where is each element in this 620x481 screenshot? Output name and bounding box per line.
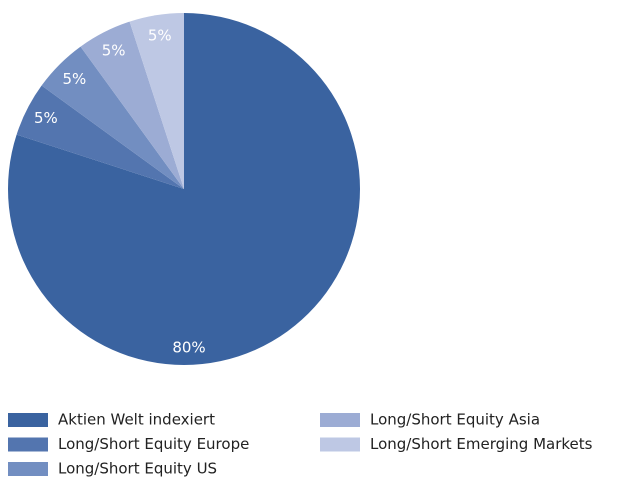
legend-swatch bbox=[320, 413, 360, 427]
data-label: 80% bbox=[172, 338, 205, 356]
pie-slice bbox=[80, 21, 184, 189]
legend-swatch bbox=[8, 462, 48, 476]
legend-swatch bbox=[8, 413, 48, 427]
data-label: 5% bbox=[34, 109, 58, 127]
pie-slice bbox=[129, 13, 184, 189]
legend-label: Long/Short Emerging Markets bbox=[370, 435, 593, 453]
pie-slice bbox=[16, 85, 184, 189]
legend-swatch bbox=[8, 437, 48, 452]
pie-slice bbox=[8, 13, 360, 366]
pie-slice bbox=[41, 46, 185, 190]
legend-swatch bbox=[320, 437, 360, 452]
legend-label: Aktien Welt indexiert bbox=[58, 411, 215, 429]
legend-label: Long/Short Equity US bbox=[58, 460, 217, 478]
data-label: 5% bbox=[63, 70, 87, 88]
legend-label: Long/Short Equity Asia bbox=[370, 411, 540, 429]
data-label: 5% bbox=[102, 41, 126, 59]
data-label: 5% bbox=[148, 26, 172, 44]
legend-label: Long/Short Equity Europe bbox=[58, 435, 249, 453]
